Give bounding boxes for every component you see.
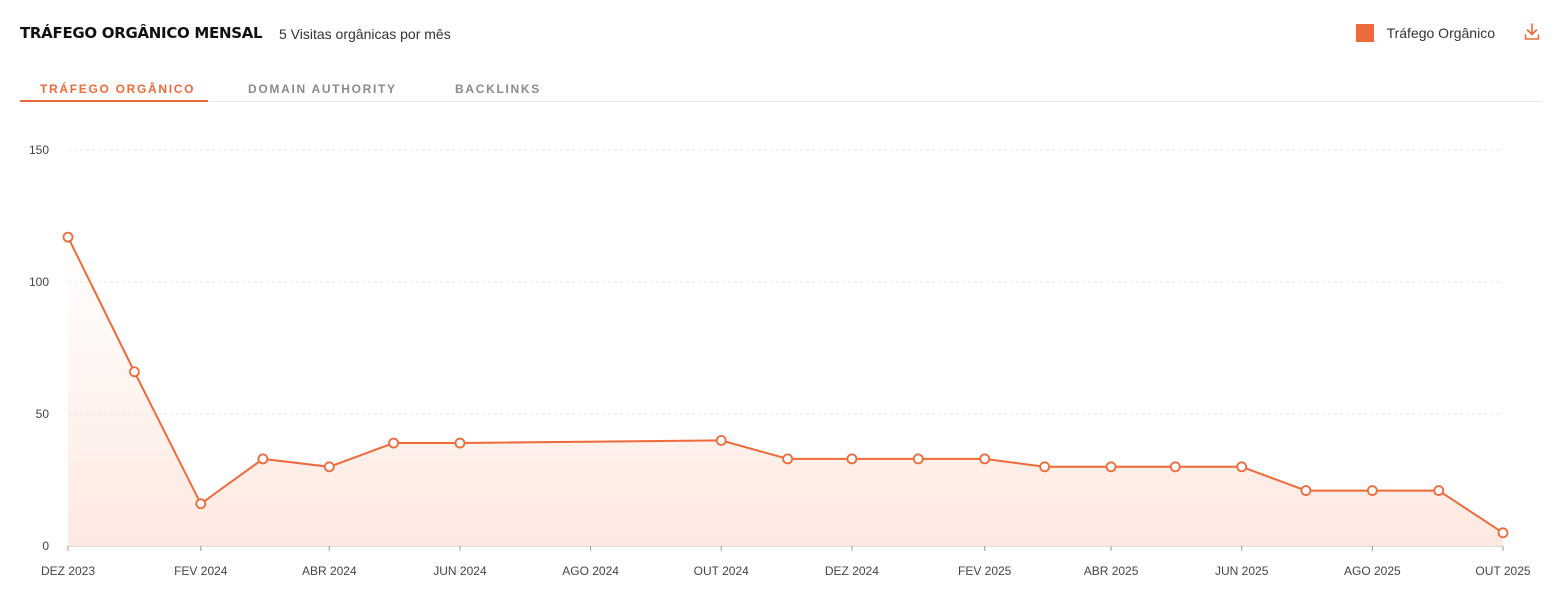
download-icon[interactable] [1523,22,1541,42]
data-point[interactable] [912,453,924,465]
data-point[interactable] [1433,485,1445,496]
chart-title: TRÁFEGO ORGÂNICO MENSAL [20,24,263,42]
tab-bar: TRÁFEGO ORGÂNICO DOMAIN AUTHORITY BACKLI… [20,82,1541,102]
x-tick-label: JUN 2024 [433,564,487,578]
data-point[interactable] [323,461,335,473]
legend[interactable]: Tráfego Orgânico [1355,24,1495,42]
tab-backlinks[interactable]: BACKLINKS [455,82,541,100]
legend-swatch [1355,24,1374,42]
x-tick-label: AGO 2024 [562,564,619,578]
chart-header: TRÁFEGO ORGÂNICO MENSAL 5 Visitas orgâni… [20,22,1541,46]
x-tick-label: DEZ 2024 [825,564,879,578]
data-point[interactable] [846,453,858,465]
tab-label: BACKLINKS [455,82,541,96]
x-tick-label: JUN 2025 [1215,564,1269,578]
tab-label: TRÁFEGO ORGÂNICO [40,82,196,96]
x-tick-label: OUT 2025 [1475,564,1530,578]
legend-label: Tráfego Orgânico [1386,25,1495,41]
x-tick-label: ABR 2025 [1084,564,1139,578]
y-tick-label: 0 [42,539,49,553]
data-point[interactable] [1105,461,1117,473]
data-point[interactable] [257,453,269,465]
data-point[interactable] [1039,461,1051,473]
data-point[interactable] [454,437,466,449]
data-point[interactable] [1236,461,1248,473]
data-point[interactable] [979,453,991,465]
y-tick-label: 50 [36,407,50,421]
x-tick-label: FEV 2024 [174,564,228,578]
data-point[interactable] [195,498,207,510]
data-point[interactable] [1366,485,1378,496]
data-point[interactable] [782,453,794,465]
data-point[interactable] [1497,527,1509,539]
x-tick-label: AGO 2025 [1344,564,1401,578]
data-point[interactable] [1300,485,1312,496]
chart-subtitle: 5 Visitas orgânicas por mês [279,26,451,42]
data-point[interactable] [715,434,727,446]
data-point[interactable] [128,366,140,378]
x-tick-label: FEV 2025 [958,564,1012,578]
x-tick-label: DEZ 2023 [41,564,95,578]
series-area [68,237,1503,546]
series-line [67,236,1504,534]
data-point[interactable] [388,437,399,449]
x-tick-label: OUT 2024 [694,564,749,578]
x-tick-label: ABR 2024 [302,564,357,578]
tab-trafego-organico[interactable]: TRÁFEGO ORGÂNICO [20,82,208,102]
tab-label: DOMAIN AUTHORITY [248,82,397,96]
y-tick-label: 150 [29,143,49,157]
tab-domain-authority[interactable]: DOMAIN AUTHORITY [248,82,397,100]
y-tick-label: 100 [29,275,49,289]
data-point[interactable] [62,231,74,243]
data-point[interactable] [1169,461,1181,473]
